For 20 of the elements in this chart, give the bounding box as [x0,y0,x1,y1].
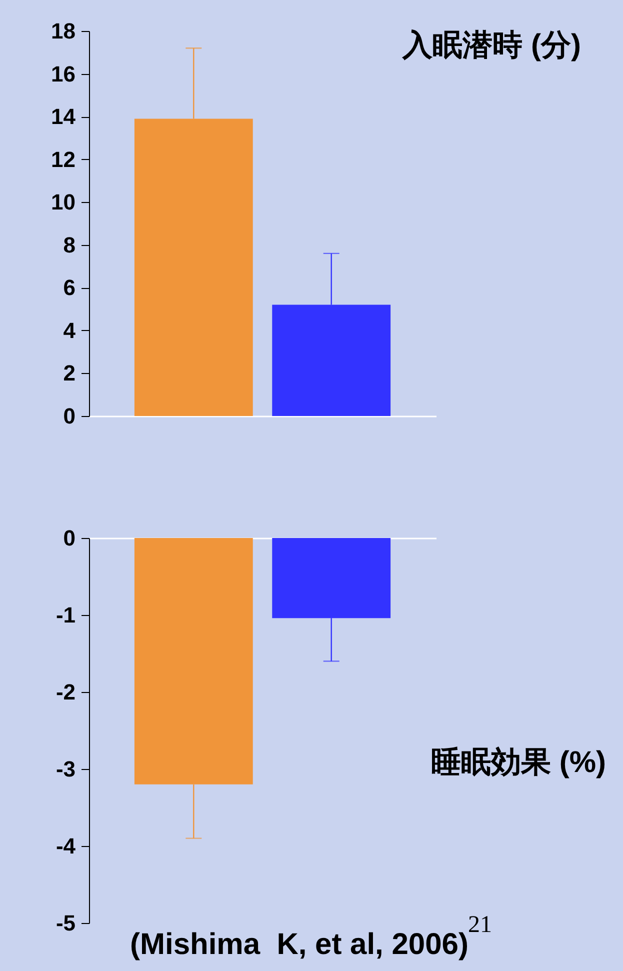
y-tick-label: 2 [63,360,76,386]
y-tick-label: 10 [51,190,76,215]
text: 睡眠効果 (%) [431,746,606,779]
y-tick-label: 16 [51,61,76,86]
y-tick-label: 18 [51,18,76,44]
y-tick-label: -4 [56,834,76,858]
text: 21 [468,912,492,939]
y-tick-label: 4 [63,318,76,343]
y-tick-label: 0 [63,526,76,550]
y-tick-label: 8 [63,232,76,258]
chart-title: 入眠潜時 (分) [402,29,581,62]
y-tick-label: 12 [51,146,76,172]
y-tick-label: -2 [56,680,76,704]
text: (Mishima K, et al, 2006) [130,928,468,962]
y-tick-label: 0 [63,404,76,428]
y-tick-label: 6 [63,275,76,300]
y-tick-label: -5 [56,910,76,936]
y-tick-label: 14 [51,104,76,130]
y-tick-label: -3 [56,756,76,782]
y-tick-label: -1 [56,602,76,628]
